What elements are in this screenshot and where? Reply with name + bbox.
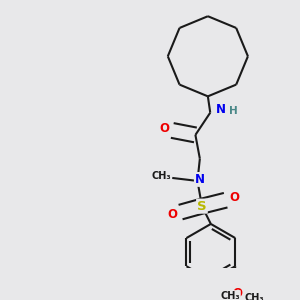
Text: O: O bbox=[159, 122, 169, 135]
Text: CH₃: CH₃ bbox=[244, 292, 264, 300]
Text: CH₃: CH₃ bbox=[220, 291, 240, 300]
Text: H: H bbox=[229, 106, 238, 116]
Text: O: O bbox=[232, 287, 242, 300]
Text: S: S bbox=[197, 200, 207, 213]
Text: N: N bbox=[216, 103, 226, 116]
Text: N: N bbox=[195, 173, 205, 186]
Text: O: O bbox=[230, 191, 240, 204]
Text: O: O bbox=[167, 208, 177, 221]
Text: CH₃: CH₃ bbox=[151, 172, 171, 182]
